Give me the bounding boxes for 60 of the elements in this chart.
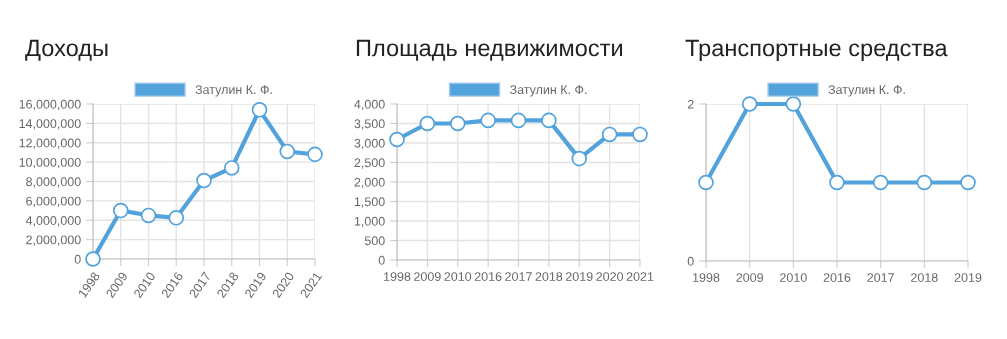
x-tick-label: 2017 xyxy=(505,272,532,281)
x-tick-label: 2018 xyxy=(911,273,938,282)
y-tick-label: 10,000,000 xyxy=(19,157,81,169)
point xyxy=(571,150,588,167)
x-tick-label: 2009 xyxy=(736,273,763,282)
y-tick-label: 6,000,000 xyxy=(26,196,81,207)
y-tick-label: 8,000,000 xyxy=(26,177,81,188)
x-tick-label: 2020 xyxy=(596,272,624,281)
y-tick-label: 4,000 xyxy=(354,99,385,111)
y-tick-label: 12,000,000 xyxy=(19,138,81,149)
y-tick-label: 0 xyxy=(687,256,694,266)
x-tick-label: 2017 xyxy=(867,273,894,282)
x-tick-label: 2010 xyxy=(444,272,472,281)
y-tick-label: 1,500 xyxy=(354,197,385,208)
x-tick-label: 2016 xyxy=(823,273,851,282)
point xyxy=(279,143,296,160)
point xyxy=(223,160,240,176)
x-tick-label: 2016 xyxy=(474,272,502,281)
point xyxy=(541,112,557,129)
y-tick-label: 2,500 xyxy=(354,158,385,169)
x-tick-label: 2019 xyxy=(565,272,593,281)
y-tick-label: 500 xyxy=(364,236,385,246)
point xyxy=(632,126,648,143)
x-tick-label: 1998 xyxy=(384,272,411,281)
y-tick-label: 16,000,000 xyxy=(19,99,81,111)
y-tick-label: 2,000,000 xyxy=(26,235,81,246)
point xyxy=(85,251,101,267)
legend-label: Затулин К. Ф. xyxy=(828,85,905,97)
point xyxy=(307,146,323,163)
legend-label: Затулин К. Ф. xyxy=(195,85,272,97)
y-tick-label: 2,000 xyxy=(354,177,385,189)
point xyxy=(389,131,405,148)
y-tick-label: 14,000,000 xyxy=(19,119,81,130)
legend-label: Затулин К. Ф. xyxy=(509,85,587,97)
point xyxy=(449,115,466,132)
x-tick-label: 2010 xyxy=(780,273,807,282)
chart-title: Доходы xyxy=(25,39,108,61)
y-tick-label: 2 xyxy=(687,99,694,109)
y-tick-label: 3,500 xyxy=(354,119,385,130)
x-tick-label: 1998 xyxy=(693,273,720,282)
y-tick-label: 0 xyxy=(74,254,81,264)
point xyxy=(251,102,268,118)
point xyxy=(112,202,129,219)
point xyxy=(196,172,212,189)
y-tick-label: 1,000 xyxy=(354,216,385,228)
point xyxy=(480,112,496,129)
point xyxy=(140,207,157,224)
x-tick-label: 2021 xyxy=(626,272,654,281)
x-tick-label: 2009 xyxy=(414,272,441,281)
y-tick-label: 0 xyxy=(378,255,385,265)
y-tick-label: 4,000,000 xyxy=(25,216,81,227)
point xyxy=(168,210,185,226)
point xyxy=(510,112,527,129)
x-tick-label: 2018 xyxy=(535,272,563,281)
point xyxy=(601,126,618,143)
x-tick-label: 2019 xyxy=(954,273,982,282)
y-tick-label: 3,000 xyxy=(354,138,385,150)
chart-title: Транспортные средства xyxy=(685,39,948,61)
chart-title: Площадь недвижимости xyxy=(356,39,623,61)
point xyxy=(419,115,436,132)
